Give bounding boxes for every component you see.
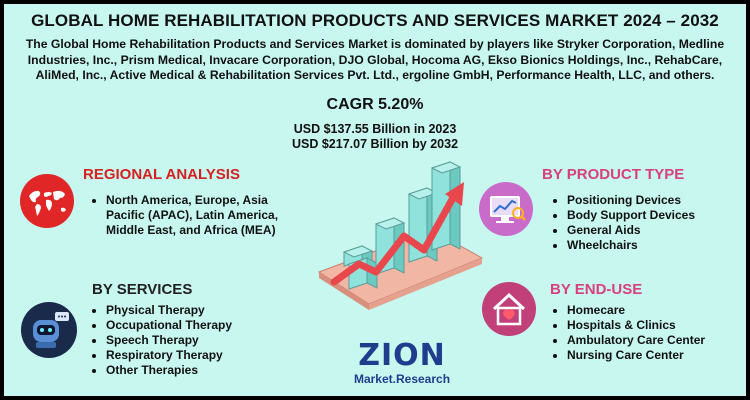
cagr-value: CAGR 5.20% <box>326 96 424 113</box>
list-item: Respiratory Therapy <box>106 348 306 363</box>
product-heading: BY PRODUCT TYPE <box>542 166 685 183</box>
intro-paragraph: The Global Home Rehabilitation Products … <box>25 37 725 82</box>
list-item: General Aids <box>567 223 746 238</box>
list-item: Other Therapies <box>106 363 306 378</box>
regional-heading: REGIONAL ANALYSIS <box>83 166 240 183</box>
analytics-monitor-icon <box>479 182 533 236</box>
services-heading: BY SERVICES <box>92 281 193 298</box>
services-list: Physical Therapy Occupational Therapy Sp… <box>92 303 306 378</box>
zion-logo: ZION Market.Research <box>342 340 462 392</box>
growth-chart-illustration <box>317 161 484 310</box>
list-item: Wheelchairs <box>567 238 746 253</box>
list-item: Occupational Therapy <box>106 318 306 333</box>
logo-brand: ZION <box>358 338 446 373</box>
logo-subtitle: Market.Research <box>353 372 451 386</box>
list-item: North America, Europe, Asia Pacific (APA… <box>106 193 301 238</box>
list-item: Hospitals & Clinics <box>567 318 732 333</box>
enduse-list: Homecare Hospitals & Clinics Ambulatory … <box>553 303 732 363</box>
robot-assistant-icon <box>21 302 77 358</box>
list-item: Homecare <box>567 303 732 318</box>
list-item: Physical Therapy <box>106 303 306 318</box>
regional-list: North America, Europe, Asia Pacific (APA… <box>92 193 301 238</box>
list-item: Positioning Devices <box>567 193 746 208</box>
market-value-2023: USD $137.55 Billion in 2023 <box>293 122 457 136</box>
list-item: Nursing Care Center <box>567 348 732 363</box>
list-item: Body Support Devices <box>567 208 746 223</box>
home-heart-icon <box>482 282 536 336</box>
page-title: GLOBAL HOME REHABILITATION PRODUCTS AND … <box>31 11 719 30</box>
list-item: Speech Therapy <box>106 333 306 348</box>
market-value-2032: USD $217.07 Billion by 2032 <box>291 137 459 151</box>
enduse-heading: BY END-USE <box>550 281 643 298</box>
list-item: Ambulatory Care Center <box>567 333 732 348</box>
world-map-icon <box>20 174 74 228</box>
product-list: Positioning Devices Body Support Devices… <box>553 193 746 253</box>
